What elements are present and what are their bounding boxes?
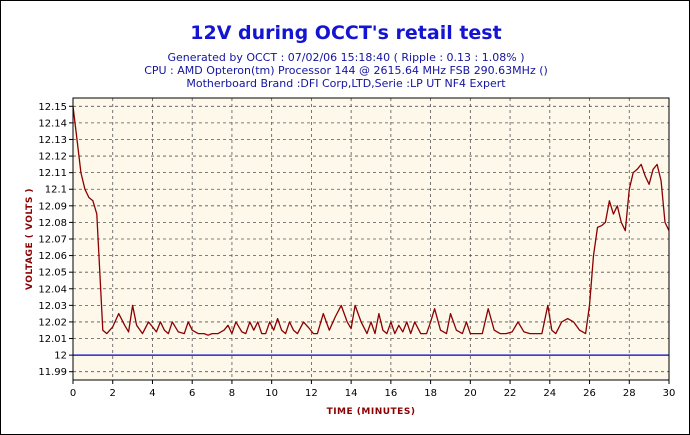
x-tick-label: 18 bbox=[424, 388, 437, 399]
subtitle-line-3: Motherboard Brand :DFI Corp,LTD,Serie :L… bbox=[186, 77, 506, 90]
subtitle-line-1: Generated by OCCT : 07/02/06 15:18:40 ( … bbox=[168, 51, 525, 64]
x-tick-label: 30 bbox=[663, 388, 676, 399]
x-tick-label: 16 bbox=[384, 388, 397, 399]
y-tick-label: 12.08 bbox=[38, 218, 67, 229]
y-tick-label: 12.05 bbox=[38, 268, 67, 279]
x-tick-label: 2 bbox=[110, 388, 116, 399]
y-tick-label: 11.99 bbox=[38, 367, 67, 378]
series-layer bbox=[72, 106, 670, 336]
x-tick-label: 10 bbox=[265, 388, 278, 399]
x-tick-label: 6 bbox=[189, 388, 195, 399]
x-tick-label: 14 bbox=[345, 388, 358, 399]
x-ticks: 0 2 4 6 8 10 12 14 16 18 20 22 24 26 28 30 bbox=[70, 380, 676, 399]
subtitle-line-2: CPU : AMD Opteron(tm) Processor 144 @ 26… bbox=[144, 64, 548, 77]
y-tick-label: 12.03 bbox=[38, 301, 67, 312]
x-tick-label: 0 bbox=[70, 388, 76, 399]
plot-area bbox=[73, 98, 669, 380]
y-tick-label: 12 bbox=[54, 351, 67, 362]
x-tick-label: 20 bbox=[464, 388, 477, 399]
x-tick-label: 28 bbox=[623, 388, 636, 399]
x-tick-label: 12 bbox=[305, 388, 318, 399]
y-tick-label: 12.13 bbox=[38, 135, 67, 146]
y-tick-label: 12.11 bbox=[38, 168, 67, 179]
y-tick-label: 12.01 bbox=[38, 334, 67, 345]
series-line bbox=[72, 106, 670, 336]
y-tick-label: 12.06 bbox=[38, 251, 67, 262]
chart-title: 12V during OCCT's retail test bbox=[190, 22, 501, 44]
y-tick-label: 12.04 bbox=[38, 284, 67, 295]
y-tick-label: 12.12 bbox=[38, 152, 67, 163]
x-tick-label: 4 bbox=[149, 388, 155, 399]
y-tick-label: 12.02 bbox=[38, 317, 67, 328]
x-tick-label: 22 bbox=[504, 388, 517, 399]
y-tick-label: 12.09 bbox=[38, 201, 67, 212]
x-axis-title: TIME (MINUTES) bbox=[327, 407, 416, 417]
y-tick-label: 12.07 bbox=[38, 235, 67, 246]
x-tick-label: 8 bbox=[229, 388, 235, 399]
y-tick-label: 12.15 bbox=[38, 102, 67, 113]
y-tick-label: 12.14 bbox=[38, 118, 67, 129]
y-tick-label: 12.1 bbox=[45, 185, 67, 196]
y-ticks: 11.99 12 12.01 12.02 12.03 12.04 12.05 12.06 12.… bbox=[38, 102, 73, 378]
x-tick-label: 24 bbox=[543, 388, 556, 399]
x-tick-label: 26 bbox=[583, 388, 596, 399]
y-axis-title: VOLTAGE ( VOLTS ) bbox=[25, 188, 35, 290]
